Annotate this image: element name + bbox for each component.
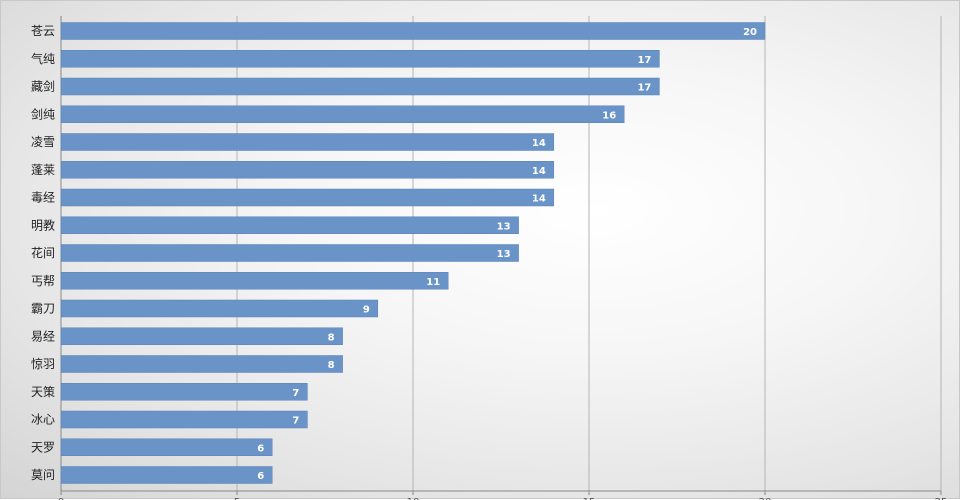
- category-label-2: 藏剑: [31, 79, 55, 94]
- bar-1: [60, 50, 660, 68]
- data-label-9: 11: [426, 277, 440, 288]
- bar-3: [60, 105, 625, 123]
- category-label-16: 莫问: [31, 468, 55, 482]
- category-label-9: 丐帮: [31, 274, 55, 288]
- bar-7: [60, 216, 519, 234]
- data-label-15: 6: [257, 443, 264, 454]
- data-label-0: 20: [743, 27, 757, 38]
- bar-8: [60, 244, 519, 262]
- category-label-4: 凌雪: [31, 135, 55, 149]
- category-label-1: 气纯: [31, 51, 55, 66]
- data-label-3: 16: [602, 110, 616, 121]
- bar-14: [60, 410, 308, 429]
- data-label-1: 17: [637, 55, 651, 66]
- data-label-12: 8: [328, 360, 335, 371]
- bar-12: [60, 355, 343, 373]
- category-label-6: 毒经: [31, 191, 55, 205]
- category-label-11: 易经: [31, 329, 55, 343]
- data-label-13: 7: [292, 388, 299, 399]
- data-label-10: 9: [363, 305, 370, 316]
- category-label-0: 苍云: [31, 24, 55, 38]
- data-label-2: 17: [637, 83, 651, 94]
- bar-9: [60, 272, 449, 290]
- data-label-16: 6: [257, 471, 264, 482]
- bar-10: [60, 299, 379, 318]
- bar-4: [60, 133, 555, 151]
- data-label-4: 14: [532, 138, 546, 149]
- category-label-7: 明教: [31, 217, 55, 232]
- data-label-14: 7: [292, 416, 299, 427]
- category-label-10: 霸刀: [31, 302, 55, 316]
- bar-0: [60, 22, 766, 40]
- bar-6: [60, 188, 555, 207]
- bar-16: [60, 466, 273, 484]
- data-label-8: 13: [497, 249, 511, 260]
- data-label-6: 14: [532, 194, 546, 205]
- bar-2: [60, 77, 660, 96]
- category-label-13: 天策: [31, 385, 55, 399]
- category-label-14: 冰心: [31, 413, 55, 427]
- category-label-12: 惊羽: [31, 356, 55, 371]
- category-label-5: 蓬莱: [31, 163, 55, 177]
- category-label-15: 天罗: [31, 440, 55, 454]
- category-label-3: 剑纯: [31, 106, 55, 121]
- bar-5: [60, 161, 555, 179]
- bar-11: [60, 327, 343, 345]
- data-label-7: 13: [497, 221, 511, 232]
- category-label-8: 花间: [31, 245, 55, 260]
- data-label-11: 8: [328, 332, 335, 343]
- data-label-5: 14: [532, 166, 546, 177]
- bar-15: [60, 438, 273, 456]
- bar-13: [60, 383, 308, 401]
